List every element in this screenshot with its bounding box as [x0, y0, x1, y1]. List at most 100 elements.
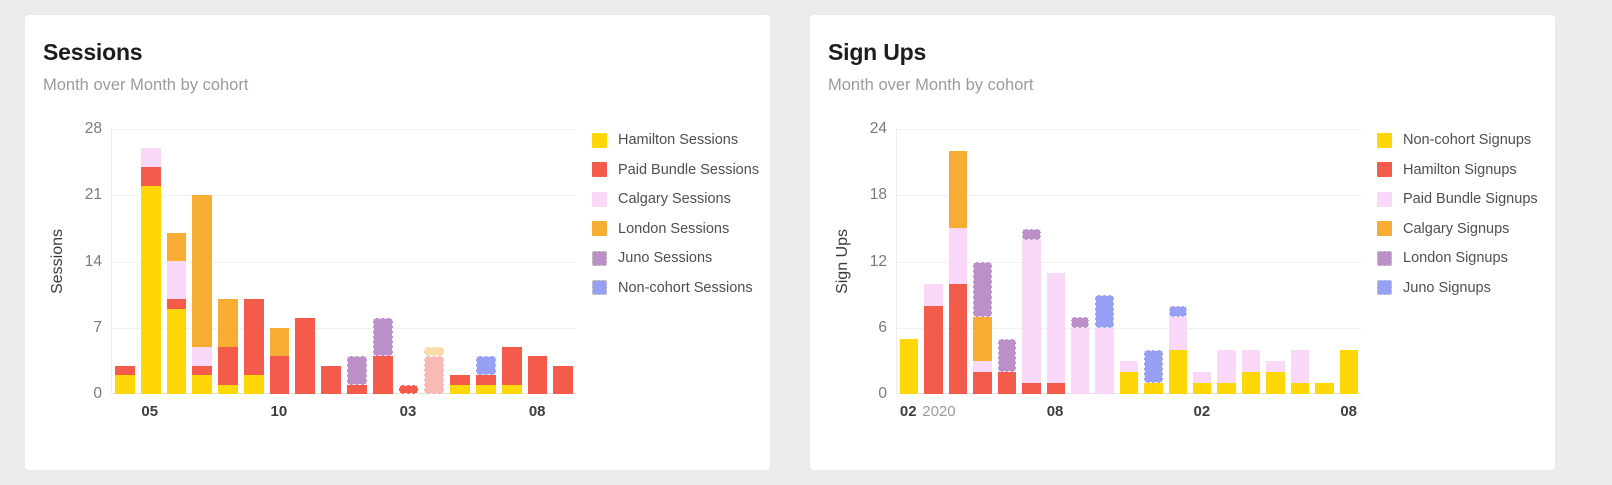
bar-segment[interactable]: [948, 283, 968, 394]
bar-2021-03[interactable]: [398, 384, 419, 394]
bar-2020-11[interactable]: [1119, 360, 1139, 394]
bar-segment[interactable]: [1290, 349, 1310, 383]
bar-segment[interactable]: [192, 346, 213, 366]
bar-2021-05[interactable]: [1266, 360, 1285, 394]
bar-2021-08[interactable]: [1339, 349, 1359, 394]
bar-segment[interactable]: [1070, 327, 1090, 394]
bar-segment[interactable]: [1266, 371, 1285, 394]
bar-segment[interactable]: [553, 365, 574, 394]
bar-2021-04[interactable]: [1241, 349, 1261, 394]
bar-2021-07[interactable]: [1315, 383, 1334, 394]
bar-segment[interactable]: [1095, 327, 1114, 394]
legend-item-non-cohort-signups[interactable]: Non-cohort Signups: [1377, 132, 1537, 148]
bar-segment[interactable]: [973, 316, 992, 361]
bar-segment[interactable]: [372, 318, 393, 357]
bar-2020-04[interactable]: [948, 151, 968, 394]
bar-2021-01[interactable]: [1168, 305, 1188, 394]
bar-segment[interactable]: [115, 365, 135, 376]
bar-segment[interactable]: [166, 233, 187, 262]
bar-2020-08[interactable]: [218, 299, 238, 394]
bar-segment[interactable]: [475, 384, 496, 394]
bar-segment[interactable]: [900, 338, 919, 394]
legend-item-paid-bundle-sessions[interactable]: Paid Bundle Sessions: [592, 162, 759, 178]
bar-segment[interactable]: [1119, 371, 1139, 394]
bar-segment[interactable]: [1290, 383, 1310, 394]
bar-2020-04[interactable]: [115, 365, 135, 394]
bar-segment[interactable]: [924, 305, 943, 394]
bar-2021-09[interactable]: [553, 365, 574, 394]
bar-segment[interactable]: [372, 356, 393, 394]
bar-segment[interactable]: [1241, 371, 1261, 394]
bar-segment[interactable]: [948, 228, 968, 284]
bar-segment[interactable]: [295, 318, 316, 394]
bar-segment[interactable]: [973, 360, 992, 372]
bar-segment[interactable]: [1119, 360, 1139, 372]
bar-segment[interactable]: [527, 356, 548, 394]
bar-2020-09[interactable]: [1070, 316, 1090, 394]
bar-2021-08[interactable]: [527, 356, 548, 394]
bar-segment[interactable]: [1095, 294, 1114, 328]
bar-segment[interactable]: [450, 375, 470, 385]
bar-segment[interactable]: [1217, 349, 1236, 383]
bar-segment[interactable]: [1168, 349, 1188, 394]
bar-segment[interactable]: [218, 384, 238, 394]
bar-segment[interactable]: [140, 185, 161, 394]
bar-2020-09[interactable]: [243, 299, 264, 394]
legend-item-london-signups[interactable]: London Signups: [1377, 250, 1537, 266]
bar-segment[interactable]: [475, 356, 496, 375]
legend-item-hamilton-signups[interactable]: Hamilton Signups: [1377, 162, 1537, 178]
bar-segment[interactable]: [1168, 316, 1188, 350]
bar-segment[interactable]: [347, 384, 367, 394]
legend-item-non-cohort-sessions[interactable]: Non-cohort Sessions: [592, 280, 753, 296]
bar-segment[interactable]: [1168, 305, 1188, 317]
bar-2020-06[interactable]: [166, 233, 187, 394]
bar-2021-06[interactable]: [475, 356, 496, 394]
bar-segment[interactable]: [424, 346, 445, 357]
bar-segment[interactable]: [1217, 383, 1236, 394]
bar-segment[interactable]: [501, 384, 522, 394]
legend-item-hamilton-sessions[interactable]: Hamilton Sessions: [592, 132, 752, 148]
bar-2021-02[interactable]: [1193, 372, 1212, 394]
bar-segment[interactable]: [1022, 228, 1041, 240]
bar-segment[interactable]: [1046, 383, 1065, 394]
bar-2021-07[interactable]: [501, 346, 522, 394]
bar-segment[interactable]: [475, 375, 496, 385]
bar-2020-03[interactable]: [924, 283, 943, 394]
bar-2020-12[interactable]: [321, 365, 342, 394]
bar-2020-11[interactable]: [295, 318, 316, 394]
bar-2021-01[interactable]: [347, 356, 367, 394]
bar-segment[interactable]: [166, 308, 187, 394]
bar-segment[interactable]: [140, 166, 161, 186]
legend-item-calgary-sessions[interactable]: Calgary Sessions: [592, 191, 752, 207]
bar-2020-10[interactable]: [269, 327, 290, 394]
bar-segment[interactable]: [1144, 383, 1163, 394]
bar-2021-06[interactable]: [1290, 349, 1310, 394]
bar-segment[interactable]: [243, 375, 264, 394]
bar-segment[interactable]: [321, 365, 342, 394]
bar-segment[interactable]: [997, 371, 1017, 394]
bar-segment[interactable]: [1339, 349, 1359, 394]
bar-segment[interactable]: [973, 261, 992, 317]
bar-segment[interactable]: [1315, 383, 1334, 394]
bar-2020-12[interactable]: [1144, 349, 1163, 394]
bar-segment[interactable]: [140, 148, 161, 167]
bar-segment[interactable]: [1144, 349, 1163, 383]
bar-segment[interactable]: [1241, 349, 1261, 372]
bar-segment[interactable]: [1022, 383, 1041, 394]
bar-segment[interactable]: [166, 261, 187, 300]
bar-segment[interactable]: [115, 375, 135, 394]
bar-segment[interactable]: [948, 151, 968, 229]
bar-segment[interactable]: [1046, 272, 1065, 383]
bar-2020-02[interactable]: [900, 338, 919, 394]
bar-segment[interactable]: [997, 338, 1017, 372]
bar-segment[interactable]: [243, 299, 264, 376]
bar-2021-03[interactable]: [1217, 349, 1236, 394]
bar-segment[interactable]: [501, 346, 522, 385]
bar-segment[interactable]: [450, 384, 470, 394]
legend-item-calgary-signups[interactable]: Calgary Signups: [1377, 221, 1537, 237]
bar-segment[interactable]: [398, 384, 419, 394]
bar-2021-04[interactable]: [424, 346, 445, 394]
legend-item-juno-sessions[interactable]: Juno Sessions: [592, 250, 752, 266]
bar-2020-07[interactable]: [1022, 228, 1041, 394]
bar-segment[interactable]: [192, 195, 213, 347]
